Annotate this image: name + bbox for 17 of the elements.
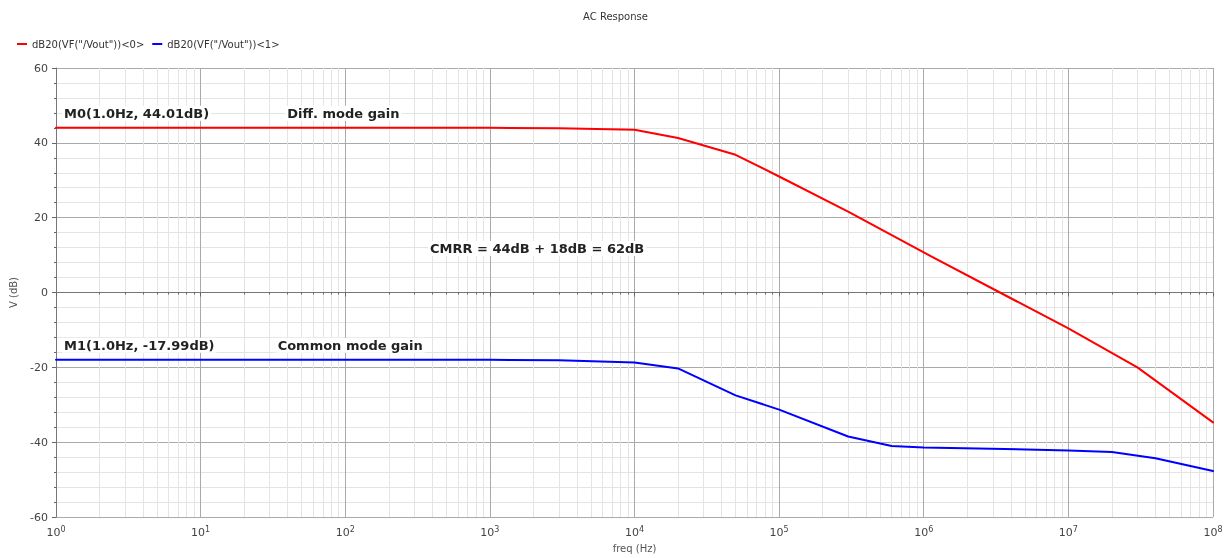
annotation: M1(1.0Hz, -17.99dB) — [64, 337, 215, 353]
chart-title: AC Response — [583, 10, 648, 22]
y-tick-label: -60 — [30, 510, 48, 524]
y-tick-label: -20 — [30, 360, 48, 374]
y-tick-label: -40 — [30, 435, 48, 449]
y-tick-label: 40 — [34, 136, 48, 150]
y-axis-title: V (dB) — [7, 276, 19, 309]
annotation: M0(1.0Hz, 44.01dB) — [64, 105, 210, 121]
annotation: CMRR = 44dB + 18dB = 62dB — [430, 241, 645, 256]
annotation: Common mode gain — [277, 337, 423, 353]
annotation: Diff. mode gain — [287, 105, 400, 121]
legend-label: dB20(VF("/Vout"))<1> — [167, 38, 280, 50]
legend-label: dB20(VF("/Vout"))<0> — [32, 38, 145, 50]
y-tick-label: 60 — [34, 61, 48, 75]
y-tick-label: 20 — [34, 211, 48, 225]
x-axis-title: freq (Hz) — [612, 542, 657, 554]
y-tick-label: 0 — [41, 286, 48, 299]
